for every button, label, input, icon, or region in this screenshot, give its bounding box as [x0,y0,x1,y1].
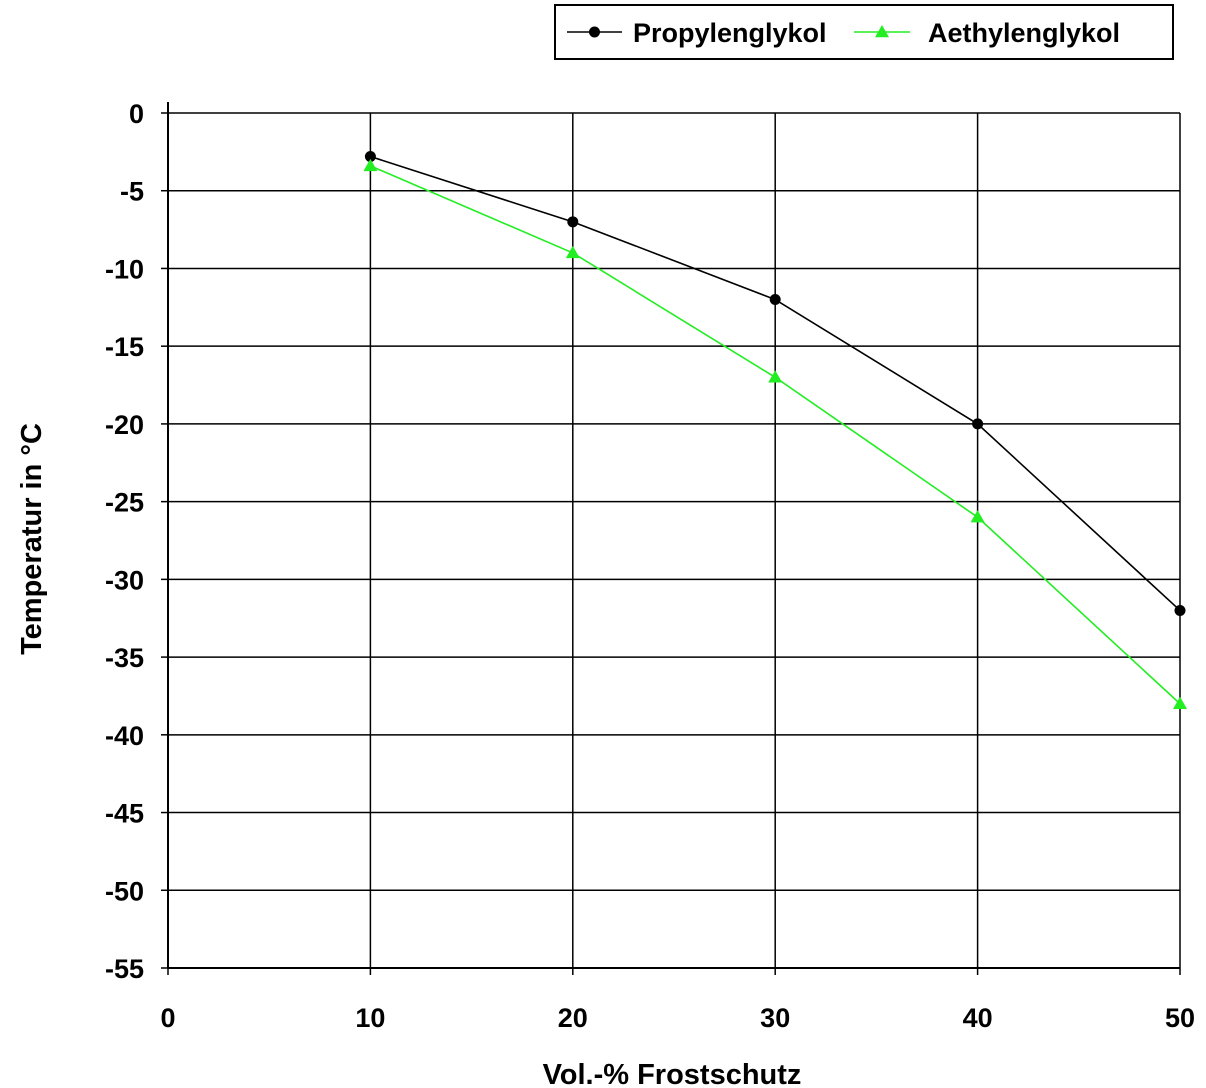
y-tick-label: -55 [105,954,144,984]
y-tick-label: -10 [105,254,144,284]
legend-marker [875,25,889,38]
y-tick-label: -25 [105,488,144,518]
y-tick-label: -20 [105,410,144,440]
series-aethylenglykol [363,158,1187,709]
axes [161,102,1181,975]
data-point [1173,696,1187,709]
y-tick-labels: 0 -5 -10 -15 -20 -25 -30 -35 -40 -45 -50 -55 [105,99,144,984]
data-point [769,294,781,306]
x-axis-label: Vol.-% Frostschutz [543,1059,802,1088]
y-tick-label: -5 [120,177,144,207]
legend: Propylenglykol Aethylenglykol [554,4,1174,60]
legend-label: Aethylenglykol [928,18,1120,48]
legend-entry: Propylenglykol [567,18,827,48]
y-tick-label: -40 [105,721,144,751]
y-tick-label: -35 [105,643,144,673]
data-point [363,158,378,172]
x-tick-label: 40 [963,1003,993,1033]
data-point [364,151,376,163]
y-axis-label: Temperatur in °C [16,423,48,655]
x-tick-labels: 0 10 20 30 40 50 [160,1003,1195,1033]
y-tick-label: -50 [105,876,144,906]
data-point [972,418,984,430]
grid [167,112,1181,969]
legend-marker [589,26,600,38]
legend-label: Propylenglykol [633,18,827,48]
x-tick-label: 30 [760,1003,790,1033]
y-tick-label: -45 [105,799,144,829]
series-layer [363,151,1187,709]
data-point [567,216,579,228]
data-point [768,370,783,383]
data-point [565,245,580,259]
y-tick-label: -15 [105,332,144,362]
y-tick-label: -30 [105,565,144,595]
x-tick-label: 50 [1165,1003,1195,1033]
y-tick-label: 0 [129,99,144,129]
legend-entry: Aethylenglykol [854,18,1120,48]
x-tick-label: 20 [558,1003,588,1033]
x-tick-label: 10 [355,1003,385,1033]
data-point [970,510,985,523]
series-propylenglykol [364,151,1186,616]
x-tick-label: 0 [160,1003,175,1033]
data-point [1174,604,1186,616]
